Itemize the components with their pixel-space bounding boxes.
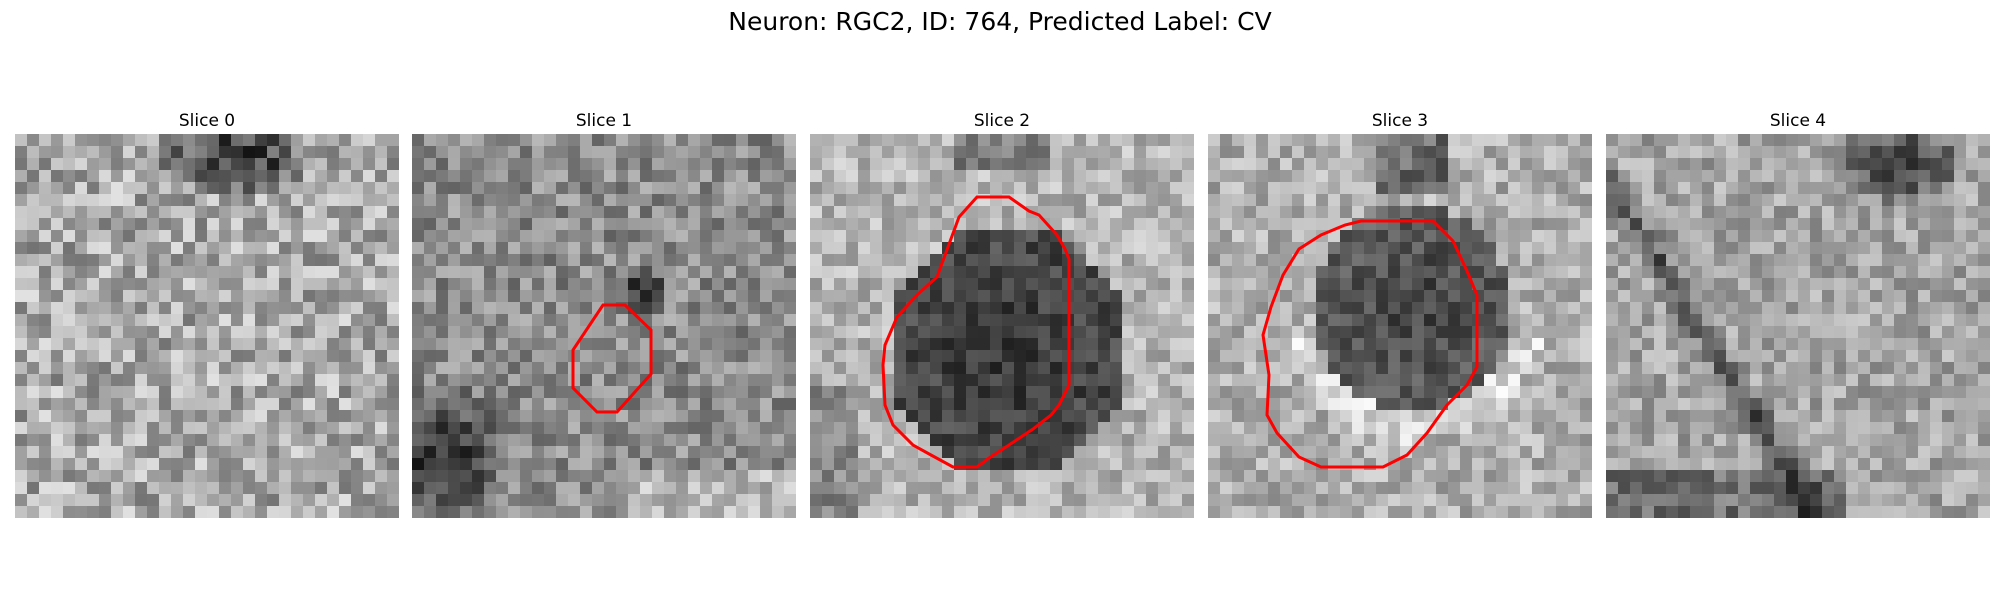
slice-title-0: Slice 0	[178, 111, 236, 131]
slice-panel-3: Slice 3	[1208, 110, 1592, 518]
roi-contour-1	[571, 303, 653, 414]
contour-overlay-3	[1261, 219, 1479, 469]
slice-title-1: Slice 1	[575, 111, 633, 131]
slice-title-2: Slice 2	[973, 111, 1031, 131]
slice-panel-2: Slice 2	[810, 110, 1194, 518]
slice-title-4: Slice 4	[1769, 111, 1827, 131]
slice-image-3	[1208, 134, 1592, 518]
slice-image-0	[15, 134, 399, 518]
roi-contour-3	[1261, 219, 1479, 469]
roi-contour-2	[881, 195, 1071, 469]
slice-image-2	[810, 134, 1194, 518]
slice-image-4	[1606, 134, 1990, 518]
slice-image-1	[412, 134, 796, 518]
figure-title: Neuron: RGC2, ID: 764, Predicted Label: …	[728, 7, 1272, 36]
contour-overlay-1	[571, 303, 653, 414]
slice-panel-4: Slice 4	[1606, 110, 1990, 518]
slice-panel-1: Slice 1	[412, 110, 796, 518]
slice-title-3: Slice 3	[1371, 111, 1429, 131]
contour-overlay-2	[881, 195, 1071, 469]
slice-panel-0: Slice 0	[15, 110, 399, 518]
